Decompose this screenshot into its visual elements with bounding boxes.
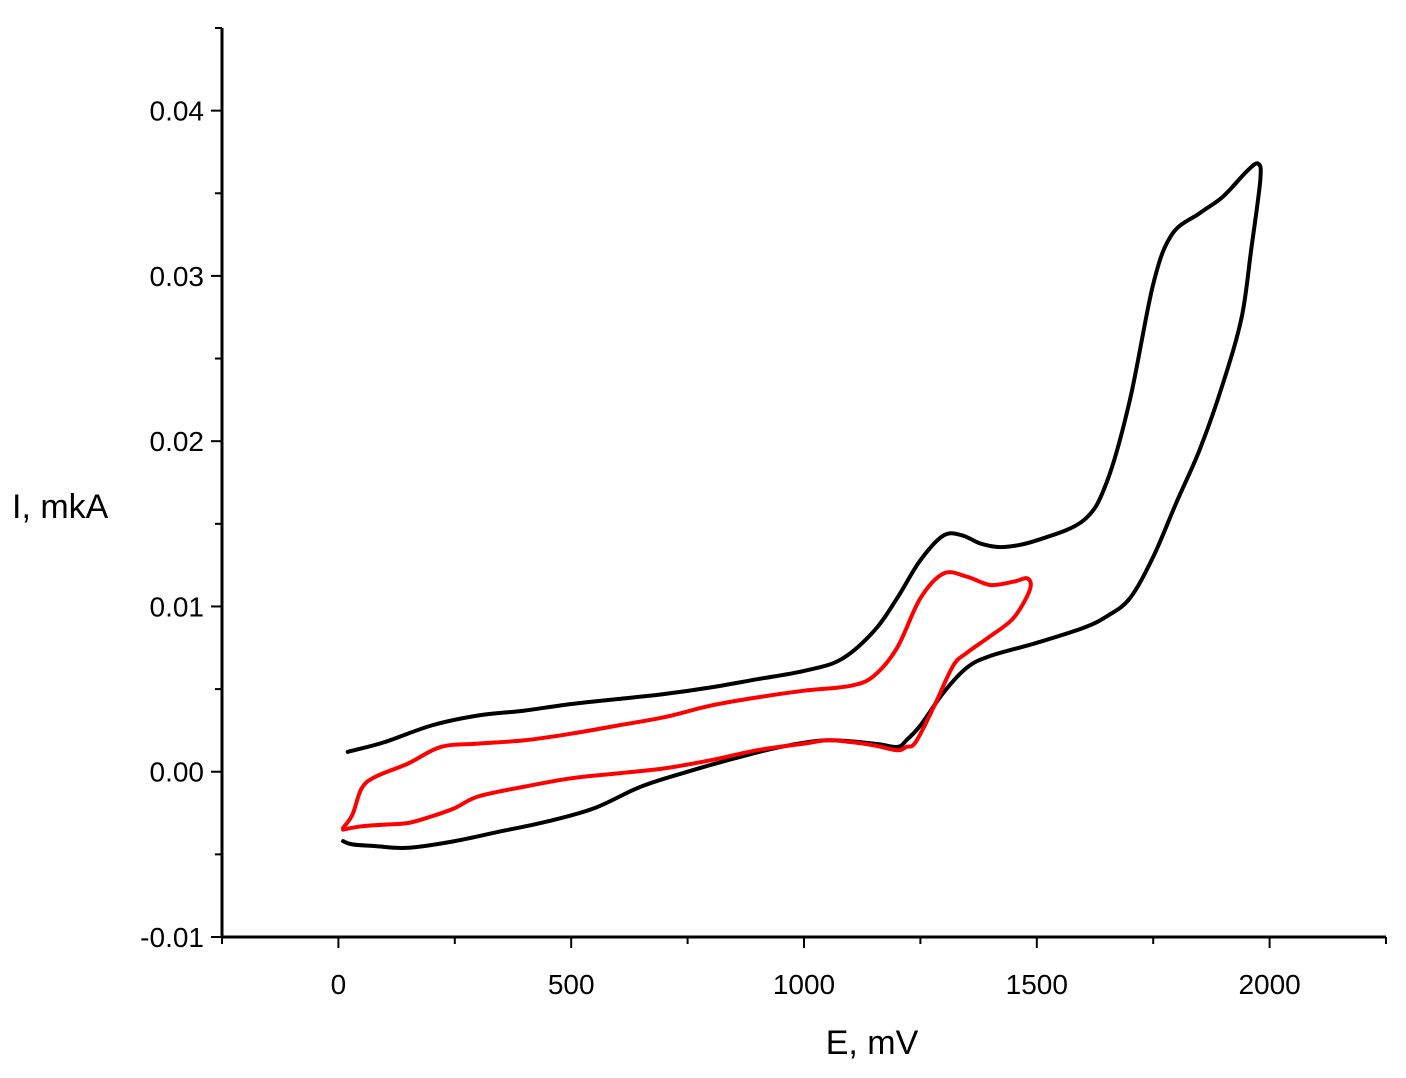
y-tick-label: 0.00	[150, 757, 205, 788]
x-axis-title: E, mV	[826, 1024, 919, 1062]
y-tick-label: 0.02	[150, 426, 205, 457]
y-tick-label: 0.01	[150, 591, 205, 622]
y-tick-label: 0.03	[150, 261, 205, 292]
plot-series	[341, 161, 1263, 850]
series-line-2	[341, 570, 1033, 832]
x-ticks: 0 500 1000 1500 2000	[221, 937, 1387, 1000]
series-line-1	[341, 161, 1263, 850]
x-tick-label: 1000	[773, 969, 835, 1000]
x-tick-label: 500	[548, 969, 595, 1000]
y-ticks: -0.01 0.00 0.01 0.02 0.03 0.04	[140, 27, 222, 953]
y-tick-label: -0.01	[140, 922, 204, 953]
x-tick-label: 2000	[1238, 969, 1300, 1000]
axes	[220, 28, 1386, 939]
x-tick-label: 0	[331, 969, 347, 1000]
y-axis-title: I, mkA	[12, 488, 109, 526]
x-tick-label: 1500	[1006, 969, 1068, 1000]
y-tick-label: 0.04	[150, 96, 205, 127]
